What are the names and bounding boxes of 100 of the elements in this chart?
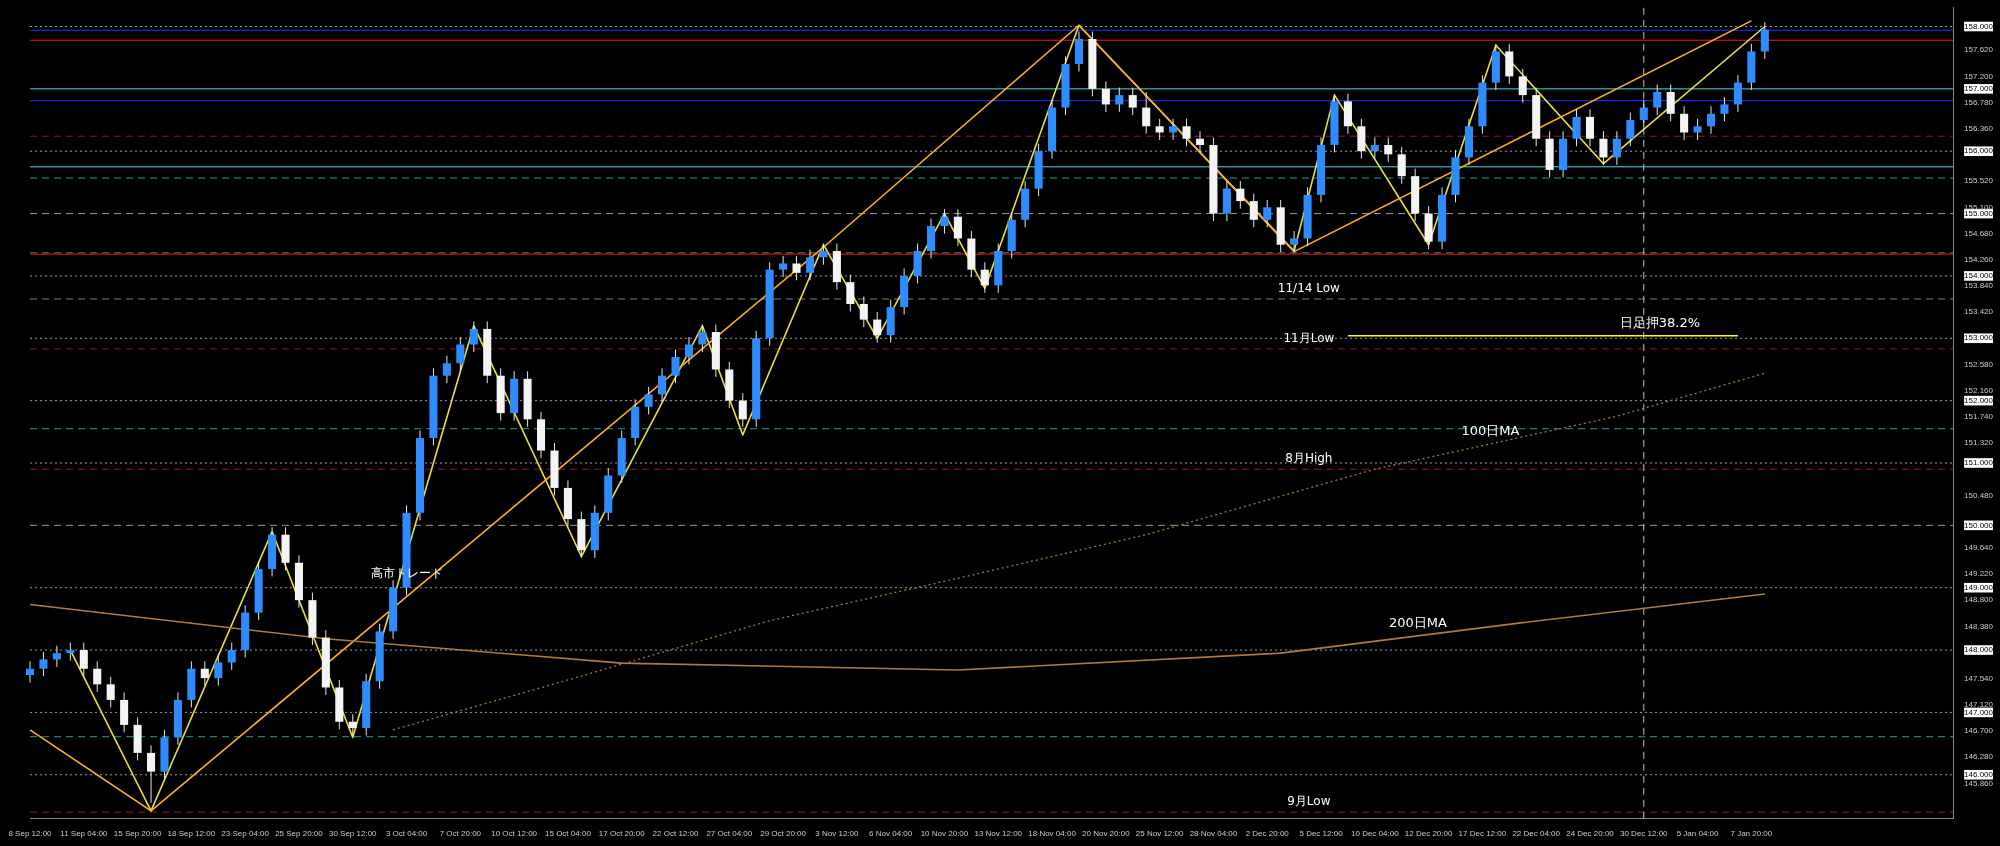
y-tick-label: 149.000 (1964, 582, 1994, 592)
series-label: 100日MA (1461, 422, 1520, 438)
x-tick-label: 24 Dec 20:00 (1566, 829, 1615, 839)
candlestick (147, 744, 156, 804)
candlestick (738, 392, 747, 428)
y-tick-label: 149.640 (1964, 542, 1994, 552)
candlestick (1115, 87, 1124, 113)
candlestick (1370, 137, 1379, 160)
x-tick-label: 30 Dec 12:00 (1619, 829, 1669, 839)
x-tick-label: 22 Dec 04:00 (1512, 829, 1561, 839)
candlestick (684, 336, 693, 365)
candlestick (658, 367, 667, 403)
x-tick-label: 15 Sep 20:00 (113, 829, 162, 839)
candlestick (1639, 99, 1648, 129)
candlestick (1760, 21, 1769, 60)
y-tick-label: 145.860 (1964, 778, 1994, 788)
candlestick (1101, 80, 1110, 113)
candlestick (1572, 108, 1581, 147)
x-tick-label: 2 Dec 20:00 (1245, 829, 1290, 839)
x-tick-label: 25 Sep 20:00 (275, 829, 324, 839)
candlestick (1195, 130, 1205, 153)
candlestick (980, 261, 989, 294)
candlestick (698, 324, 707, 353)
candlestick (1585, 108, 1595, 147)
y-tick-label: 153.000 (1964, 333, 1994, 343)
ref-line-label: 9月Low (1287, 794, 1331, 809)
candlestick (66, 642, 75, 662)
candlestick (819, 243, 828, 266)
candlestick (1733, 74, 1742, 113)
x-tick-label: 23 Sep 04:00 (221, 829, 270, 839)
x-tick-label: 3 Nov 12:00 (815, 829, 860, 839)
x-tick-label: 13 Nov 12:00 (974, 829, 1023, 839)
candlestick (52, 645, 61, 668)
candlestick (1290, 230, 1299, 253)
y-tick-label: 156.000 (1964, 146, 1994, 156)
candlestick (39, 651, 48, 677)
candlestick (227, 642, 236, 671)
y-tick-label: 154.260 (1964, 254, 1994, 264)
candlestick (805, 249, 815, 281)
x-tick-label: 25 Nov 12:00 (1135, 829, 1184, 839)
x-tick-label: 28 Nov 04:00 (1189, 829, 1238, 839)
x-tick-label: 10 Dec 04:00 (1351, 829, 1400, 839)
candlestick (671, 349, 680, 384)
candlestick (873, 311, 882, 344)
x-tick-label: 6 Nov 04:00 (869, 829, 913, 839)
series-label: 200日MA (1388, 614, 1447, 630)
y-tick-label: 151.740 (1964, 412, 1994, 422)
y-tick-label: 158.000 (1964, 21, 1994, 31)
candlestick (1720, 96, 1729, 122)
y-tick-label: 151.320 (1964, 438, 1994, 448)
candlestick (348, 713, 357, 736)
x-tick-label: 22 Oct 12:00 (652, 829, 699, 839)
y-tick-label: 152.580 (1964, 359, 1994, 369)
candlestick (846, 274, 855, 312)
candlestick (106, 676, 115, 708)
x-tick-label: 18 Sep 12:00 (167, 829, 216, 839)
y-tick-label: 153.840 (1964, 281, 1994, 291)
series-label: 日足押38.2% (1619, 314, 1701, 330)
candlestick (93, 660, 102, 693)
candlestick (1142, 91, 1151, 135)
candlestick (214, 654, 223, 687)
x-tick-label: 17 Oct 20:00 (598, 829, 646, 839)
x-tick-label: 5 Jan 04:00 (1676, 829, 1720, 839)
candlestick (1653, 84, 1662, 116)
x-tick-label: 29 Oct 20:00 (760, 829, 807, 839)
candlestick (1612, 130, 1621, 166)
candlestick (1680, 105, 1689, 141)
y-tick-label: 148.380 (1964, 621, 1994, 631)
candlestick (79, 642, 88, 677)
candlestick (953, 208, 962, 247)
x-tick-label: 11 Sep 04:00 (60, 829, 108, 839)
y-tick-label: 147.000 (1964, 707, 1994, 717)
y-tick-label: 146.700 (1964, 726, 1994, 736)
y-tick-label: 148.800 (1964, 595, 1994, 605)
y-tick-label: 146.000 (1964, 769, 1994, 779)
x-tick-label: 18 Nov 04:00 (1028, 829, 1077, 839)
x-tick-label: 7 Oct 20:00 (439, 829, 482, 839)
y-tick-label: 151.000 (1964, 458, 1994, 468)
candlestick (1155, 118, 1164, 141)
y-tick-label: 152.000 (1964, 395, 1994, 405)
ref-line-label: 11/14 Low (1277, 281, 1341, 296)
candlestick (1249, 193, 1258, 228)
candlestick (1706, 105, 1716, 135)
candlestick (1263, 199, 1272, 228)
y-tick-label: 147.540 (1964, 673, 1994, 683)
candlestick (792, 255, 801, 281)
x-tick-label: 15 Oct 04:00 (545, 829, 592, 839)
y-tick-label: 154.680 (1964, 228, 1994, 238)
candlestick (469, 320, 478, 353)
candlestick (779, 255, 788, 278)
candlestick (1169, 118, 1178, 141)
x-tick-label: 12 Dec 20:00 (1404, 829, 1453, 839)
candlestick (456, 336, 465, 372)
x-tick-label: 20 Nov 20:00 (1082, 829, 1131, 839)
y-tick-label: 148.000 (1964, 645, 1994, 655)
candlestick (200, 660, 209, 687)
candlestick (859, 296, 868, 328)
x-tick-label: 3 Oct 04:00 (385, 829, 428, 839)
candlestick (1182, 118, 1191, 147)
y-tick-label: 146.280 (1964, 752, 1994, 762)
